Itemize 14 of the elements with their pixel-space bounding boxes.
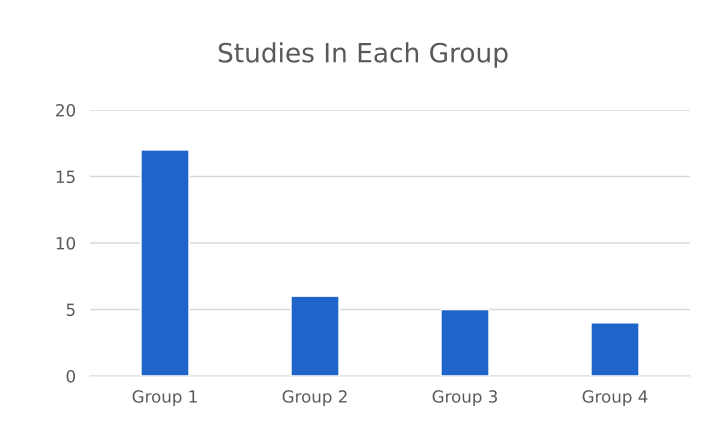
x-tick-label: Group 3 [432, 390, 497, 406]
chart-title: Studies In Each Group [218, 42, 508, 68]
y-tick-label: 0 [66, 370, 76, 383]
x-tick-label: Group 2 [282, 390, 347, 406]
y-tick-label: 15 [56, 170, 75, 184]
x-tick-label: Group 1 [132, 390, 197, 406]
bar [440, 308, 490, 376]
y-tick-label: 5 [66, 304, 75, 316]
bar [590, 322, 640, 376]
bar [290, 296, 340, 376]
y-tick-label: 20 [56, 104, 76, 117]
x-tick-label: Group 4 [582, 390, 648, 406]
y-tick-label: 10 [56, 236, 76, 250]
bar [140, 149, 190, 376]
